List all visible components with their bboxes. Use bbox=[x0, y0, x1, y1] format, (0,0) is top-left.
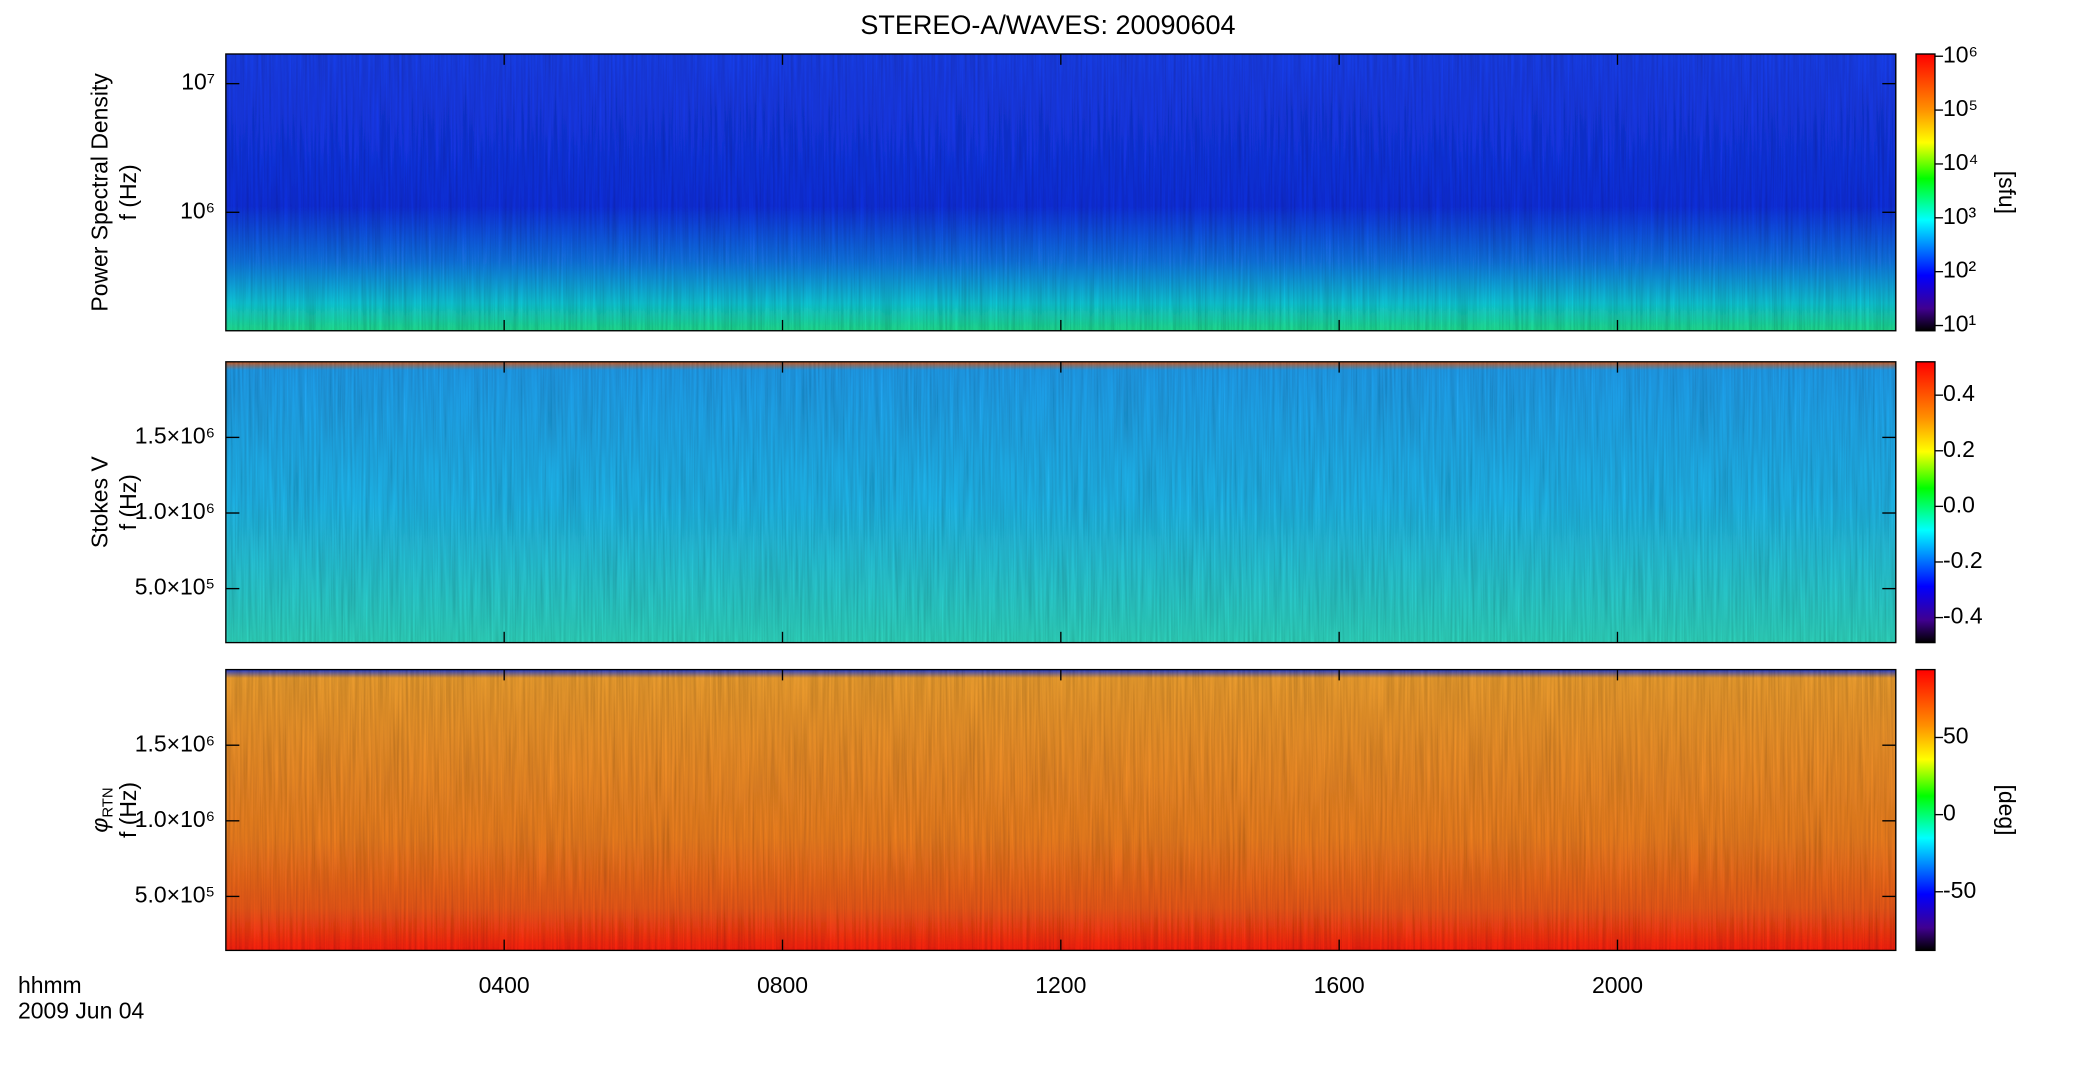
y-axis-unit: f (Hz) bbox=[115, 474, 141, 530]
colorbar-label: [sfu] bbox=[1994, 171, 2020, 214]
y-tick-label: 10⁶ bbox=[180, 197, 215, 223]
colorbar-tick-label: 0 bbox=[1943, 800, 1956, 826]
colorbar bbox=[1916, 361, 1935, 643]
colorbar-tick-label: 10¹ bbox=[1943, 311, 1977, 337]
colorbar-tick-label: 10³ bbox=[1943, 203, 1977, 229]
y-tick-label: 1.0×10⁶ bbox=[135, 498, 215, 524]
y-tick-label: 1.0×10⁶ bbox=[135, 806, 215, 832]
chart-title: STEREO-A/WAVES: 20090604 bbox=[860, 10, 1235, 40]
x-tick-label: 1600 bbox=[1314, 972, 1365, 998]
colorbar-frame bbox=[1915, 361, 1936, 644]
y-axis-label: Power Spectral Density bbox=[87, 73, 113, 312]
colorbar bbox=[1916, 54, 1935, 331]
x-tick-label: 2000 bbox=[1592, 972, 1643, 998]
colorbar bbox=[1916, 669, 1935, 951]
x-tick-label: 1200 bbox=[1035, 972, 1086, 998]
y-axis-subscript: RTN bbox=[100, 787, 116, 817]
colorbar-tick-label: -0.4 bbox=[1943, 603, 1983, 629]
y-tick-label: 5.0×10⁵ bbox=[135, 574, 215, 600]
colorbar-label: [deg] bbox=[1994, 784, 2020, 835]
spectrogram bbox=[225, 361, 1896, 643]
x-tick-label: 0400 bbox=[479, 972, 530, 998]
x-axis-label: hhmm bbox=[18, 972, 82, 998]
spectrogram bbox=[225, 54, 1896, 331]
y-tick-label: 1.5×10⁶ bbox=[135, 422, 215, 448]
x-tick-label: 0800 bbox=[757, 972, 808, 998]
colorbar-tick-label: 50 bbox=[1943, 723, 1969, 749]
x-axis-date: 2009 Jun 04 bbox=[18, 998, 145, 1024]
y-axis-unit: f (Hz) bbox=[115, 164, 141, 220]
y-tick-label: 1.5×10⁶ bbox=[135, 730, 215, 756]
colorbar-tick-label: 10⁶ bbox=[1943, 41, 1978, 67]
colorbar-tick-label: 10⁴ bbox=[1943, 149, 1978, 175]
colorbar-tick-label: 10⁵ bbox=[1943, 95, 1978, 121]
spectrogram bbox=[225, 669, 1896, 951]
y-tick-label: 10⁷ bbox=[181, 69, 215, 95]
colorbar-tick-label: 0.0 bbox=[1943, 491, 1975, 517]
colorbar-tick-label: -50 bbox=[1943, 877, 1976, 903]
colorbar-frame bbox=[1915, 53, 1936, 332]
colorbar-tick-label: -0.2 bbox=[1943, 547, 1983, 573]
y-axis-label: Stokes V bbox=[87, 456, 113, 548]
y-tick-label: 5.0×10⁵ bbox=[135, 881, 215, 907]
y-axis-label: φRTN bbox=[87, 787, 117, 832]
y-axis-unit: f (Hz) bbox=[115, 782, 141, 838]
colorbar-tick-label: 0.4 bbox=[1943, 380, 1975, 406]
colorbar-tick-label: 10² bbox=[1943, 257, 1977, 283]
y-axis-symbol: φ bbox=[87, 818, 113, 833]
colorbar-tick-label: 0.2 bbox=[1943, 436, 1975, 462]
colorbar-frame bbox=[1915, 668, 1936, 952]
